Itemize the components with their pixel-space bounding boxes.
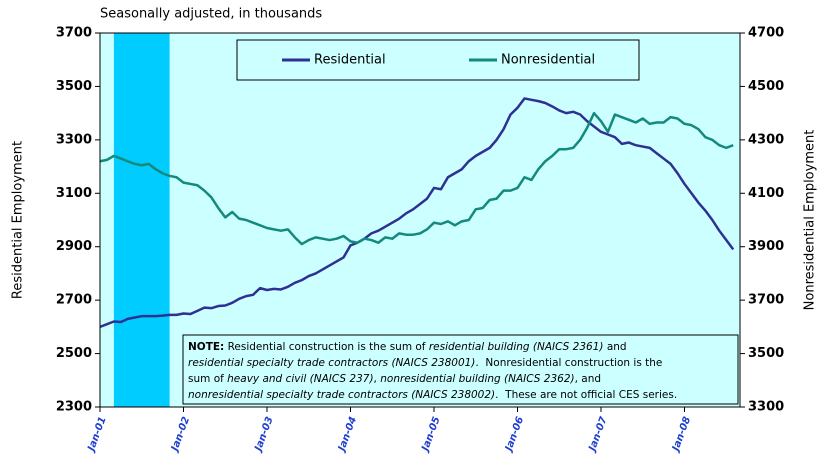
x-tick-label: Jan-05	[419, 415, 442, 454]
x-tick-label: Jan-04	[336, 415, 359, 454]
y-tick-label: 3300	[56, 132, 92, 147]
note-segment: . These are not official CES series.	[495, 389, 677, 401]
note-line: sum of heavy and civil (NAICS 237), nonr…	[188, 373, 601, 385]
note-line: nonresidential specialty trade contracto…	[188, 389, 677, 401]
note-segment: ,	[374, 373, 381, 385]
legend-label: Nonresidential	[501, 53, 595, 68]
y-tick-label: 2900	[56, 239, 92, 254]
note-segment: residential building (NAICS 2361)	[429, 341, 604, 353]
x-tick-label: Jan-08	[670, 415, 693, 454]
y2-tick-label: 3300	[748, 400, 784, 415]
note-segment: Residential construction is the sum of	[224, 341, 429, 353]
x-tick-label: Jan-03	[252, 415, 275, 454]
note-segment: , and	[575, 373, 601, 385]
legend-label: Residential	[314, 53, 386, 68]
note-line: residential specialty trade contractors …	[188, 357, 662, 369]
note-segment: . Nonresidential construction is the	[475, 357, 662, 369]
note-segment: sum of	[188, 373, 227, 385]
x-tick-label: Jan-06	[503, 415, 526, 454]
y2-tick-label: 4300	[748, 132, 784, 147]
series-line	[99, 97, 735, 329]
y2-tick-label: 4100	[748, 186, 784, 201]
y2-tick-label: 3500	[748, 346, 784, 361]
x-tick-label: Jan-01	[85, 415, 108, 454]
y-tick-label: 2700	[56, 293, 92, 308]
y-axis-label: Residential Employment	[11, 141, 26, 299]
note-segment: nonresidential specialty trade contracto…	[188, 389, 495, 401]
x-tick-label: Jan-02	[169, 415, 192, 454]
x-tick-label: Jan-07	[586, 415, 609, 454]
series-line	[99, 111, 734, 246]
y-tick-label: 2300	[56, 400, 92, 415]
y2-tick-label: 4500	[748, 79, 784, 94]
plot-frame	[99, 32, 741, 408]
y2-tick-label: 3700	[748, 293, 784, 308]
note-segment: heavy and civil (NAICS 237)	[227, 373, 373, 385]
y2-tick-label: 4700	[748, 26, 784, 41]
y2-tick-label: 3900	[748, 239, 784, 254]
note-segment: residential specialty trade contractors …	[188, 357, 475, 369]
note-segment: nonresidential building (NAICS 2362)	[380, 373, 574, 385]
note-segment: and	[603, 341, 626, 353]
note-line: NOTE: Residential construction is the su…	[188, 341, 627, 353]
y-tick-label: 3500	[56, 79, 92, 94]
y-tick-label: 3100	[56, 186, 92, 201]
y-tick-label: 3700	[56, 26, 92, 41]
note-segment: NOTE:	[188, 341, 224, 353]
recession-band	[113, 33, 170, 407]
note-box	[182, 334, 739, 405]
y-tick-label: 2500	[56, 346, 92, 361]
y2-axis-label: Nonresidential Employment	[803, 130, 818, 311]
chart-subtitle: Seasonally adjusted, in thousands	[100, 7, 322, 22]
